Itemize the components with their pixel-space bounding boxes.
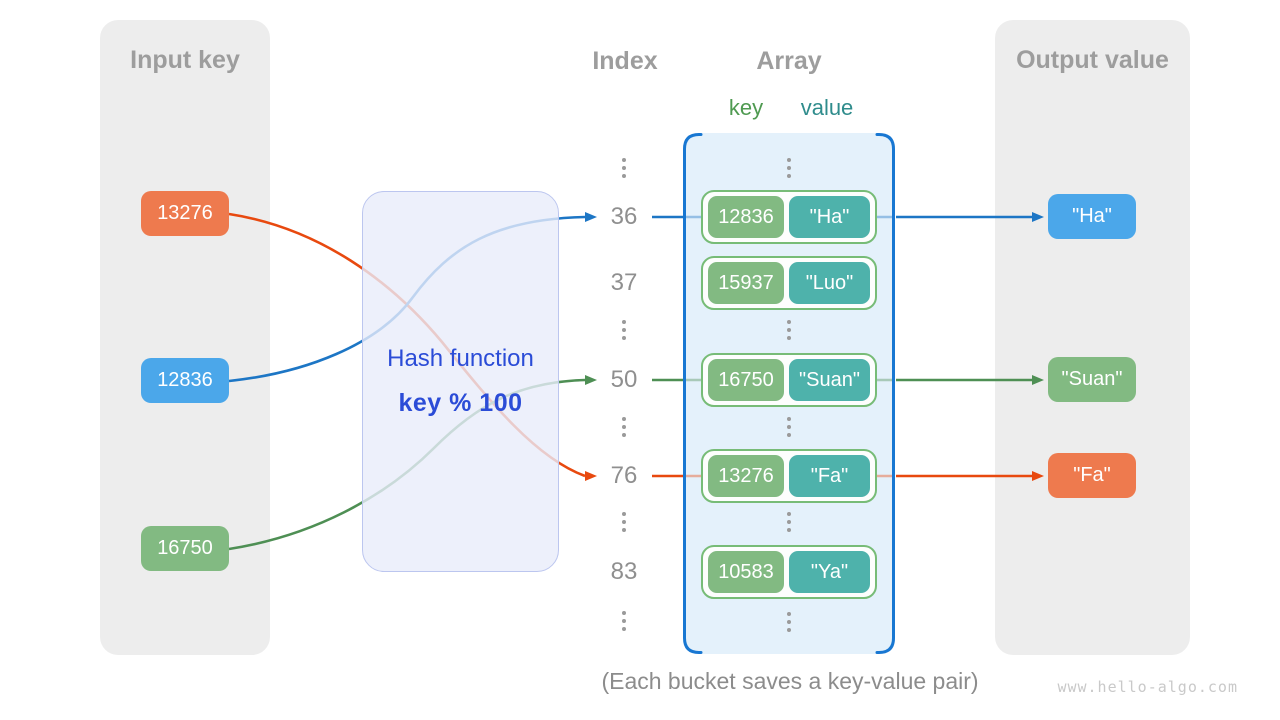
array-right-bracket (875, 133, 895, 654)
bucket-value: "Luo" (789, 262, 870, 304)
arrowhead-to-output-fa (1032, 471, 1044, 481)
index-76: 76 (610, 462, 638, 489)
index-36: 36 (610, 203, 638, 230)
bucket-key: 16750 (708, 359, 784, 401)
ellipsis-dots (787, 512, 791, 532)
hash-function-formula: key % 100 (398, 389, 523, 417)
bucket-key: 13276 (708, 455, 784, 497)
output-value-ha: "Ha" (1048, 194, 1136, 239)
bucket-key: 12836 (708, 196, 784, 238)
output-value-fa: "Fa" (1048, 453, 1136, 498)
bucket-value: "Ya" (789, 551, 870, 593)
bucket-key: 15937 (708, 262, 784, 304)
bucket-row-50: 16750 "Suan" (701, 353, 877, 407)
key-column-label: key (728, 95, 764, 120)
bucket-value: "Suan" (789, 359, 870, 401)
bucket-row-83: 10583 "Ya" (701, 545, 877, 599)
input-key-16750: 16750 (141, 526, 229, 571)
ellipsis-dots (787, 417, 791, 437)
ellipsis-dots (787, 158, 791, 178)
bucket-value: "Fa" (789, 455, 870, 497)
output-value-suan: "Suan" (1048, 357, 1136, 402)
ellipsis-dots (622, 320, 626, 340)
ellipsis-dots (622, 611, 626, 631)
value-column-label: value (800, 95, 854, 120)
array-left-bracket (683, 133, 703, 654)
output-panel-title: Output value (1016, 46, 1169, 74)
ellipsis-dots (622, 417, 626, 437)
index-83: 83 (610, 558, 638, 585)
arrowhead-to-index-50 (585, 375, 597, 385)
arrowhead-to-index-36 (585, 212, 597, 222)
ellipsis-dots (622, 512, 626, 532)
array-column-title: Array (756, 47, 822, 75)
input-key-13276: 13276 (141, 191, 229, 236)
ellipsis-dots (787, 320, 791, 340)
ellipsis-dots (787, 612, 791, 632)
hash-function-label: Hash function (387, 345, 534, 372)
bucket-row-76: 13276 "Fa" (701, 449, 877, 503)
index-37: 37 (610, 269, 638, 296)
arrowhead-to-output-suan (1032, 375, 1044, 385)
hash-function-box: Hash function key % 100 (362, 191, 559, 572)
website-watermark: www.hello-algo.com (1057, 678, 1238, 696)
diagram-caption: (Each bucket saves a key-value pair) (601, 668, 979, 694)
bucket-key: 10583 (708, 551, 784, 593)
index-50: 50 (610, 366, 638, 393)
output-value-panel: Output value (995, 20, 1190, 655)
bucket-row-36: 12836 "Ha" (701, 190, 877, 244)
index-column-title: Index (592, 47, 658, 75)
arrowhead-to-index-76 (585, 471, 597, 481)
arrowhead-to-output-ha (1032, 212, 1044, 222)
input-panel-title: Input key (130, 46, 240, 74)
bucket-row-37: 15937 "Luo" (701, 256, 877, 310)
ellipsis-dots (622, 158, 626, 178)
input-key-12836: 12836 (141, 358, 229, 403)
bucket-value: "Ha" (789, 196, 870, 238)
